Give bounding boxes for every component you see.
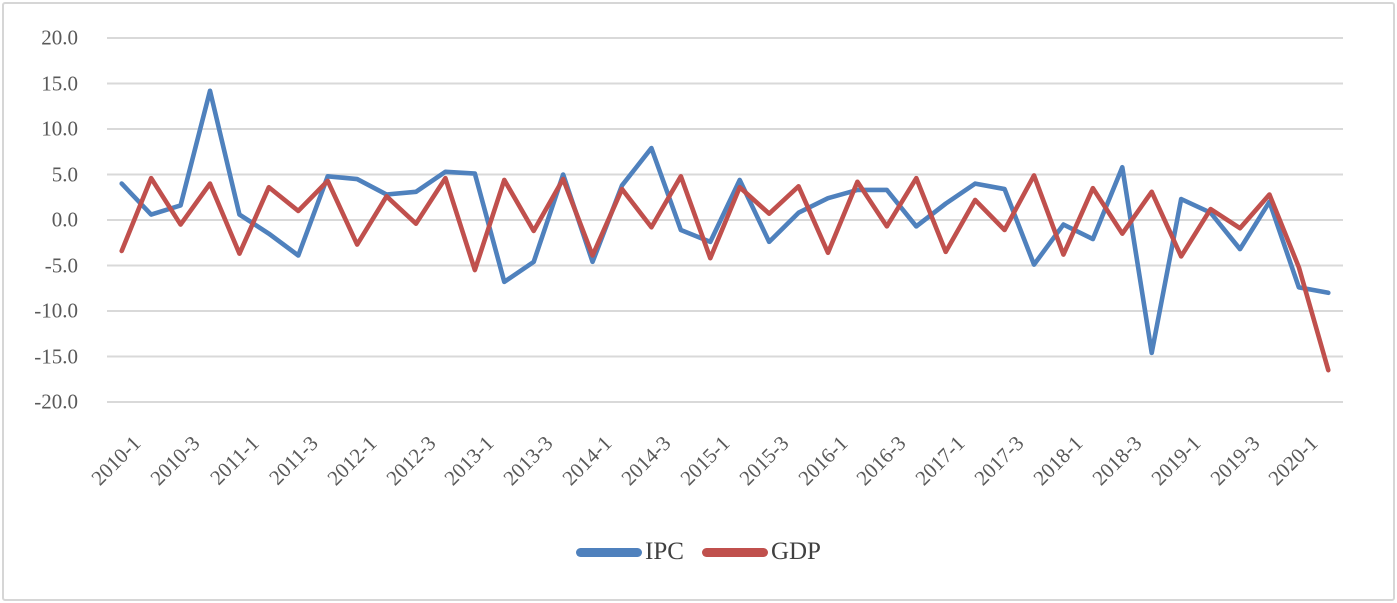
- gdp-line-series: [119, 173, 1331, 373]
- ipc-legend-swatch: [576, 547, 643, 557]
- y-tick-label: 15.0: [41, 71, 78, 95]
- y-tick-label: 10.0: [41, 116, 78, 141]
- ipc-line-series: [119, 88, 1331, 356]
- y-tick-label: -20.0: [34, 389, 78, 414]
- y-tick-label: 20.0: [41, 25, 78, 50]
- y-tick-label: -15.0: [34, 344, 78, 368]
- gdp-legend-swatch: [701, 547, 768, 557]
- chart-legend: IPC GDP: [0, 538, 1397, 566]
- y-tick-label: -10.0: [34, 298, 78, 323]
- legend-item-ipc: IPC: [576, 538, 684, 566]
- y-tick-label: 5.0: [51, 162, 78, 186]
- legend-label: IPC: [645, 538, 684, 565]
- y-tick-label: 0.0: [51, 207, 78, 232]
- legend-item-gdp: GDP: [701, 538, 821, 566]
- legend-label: GDP: [770, 538, 821, 565]
- y-tick-label: -5.0: [44, 253, 78, 277]
